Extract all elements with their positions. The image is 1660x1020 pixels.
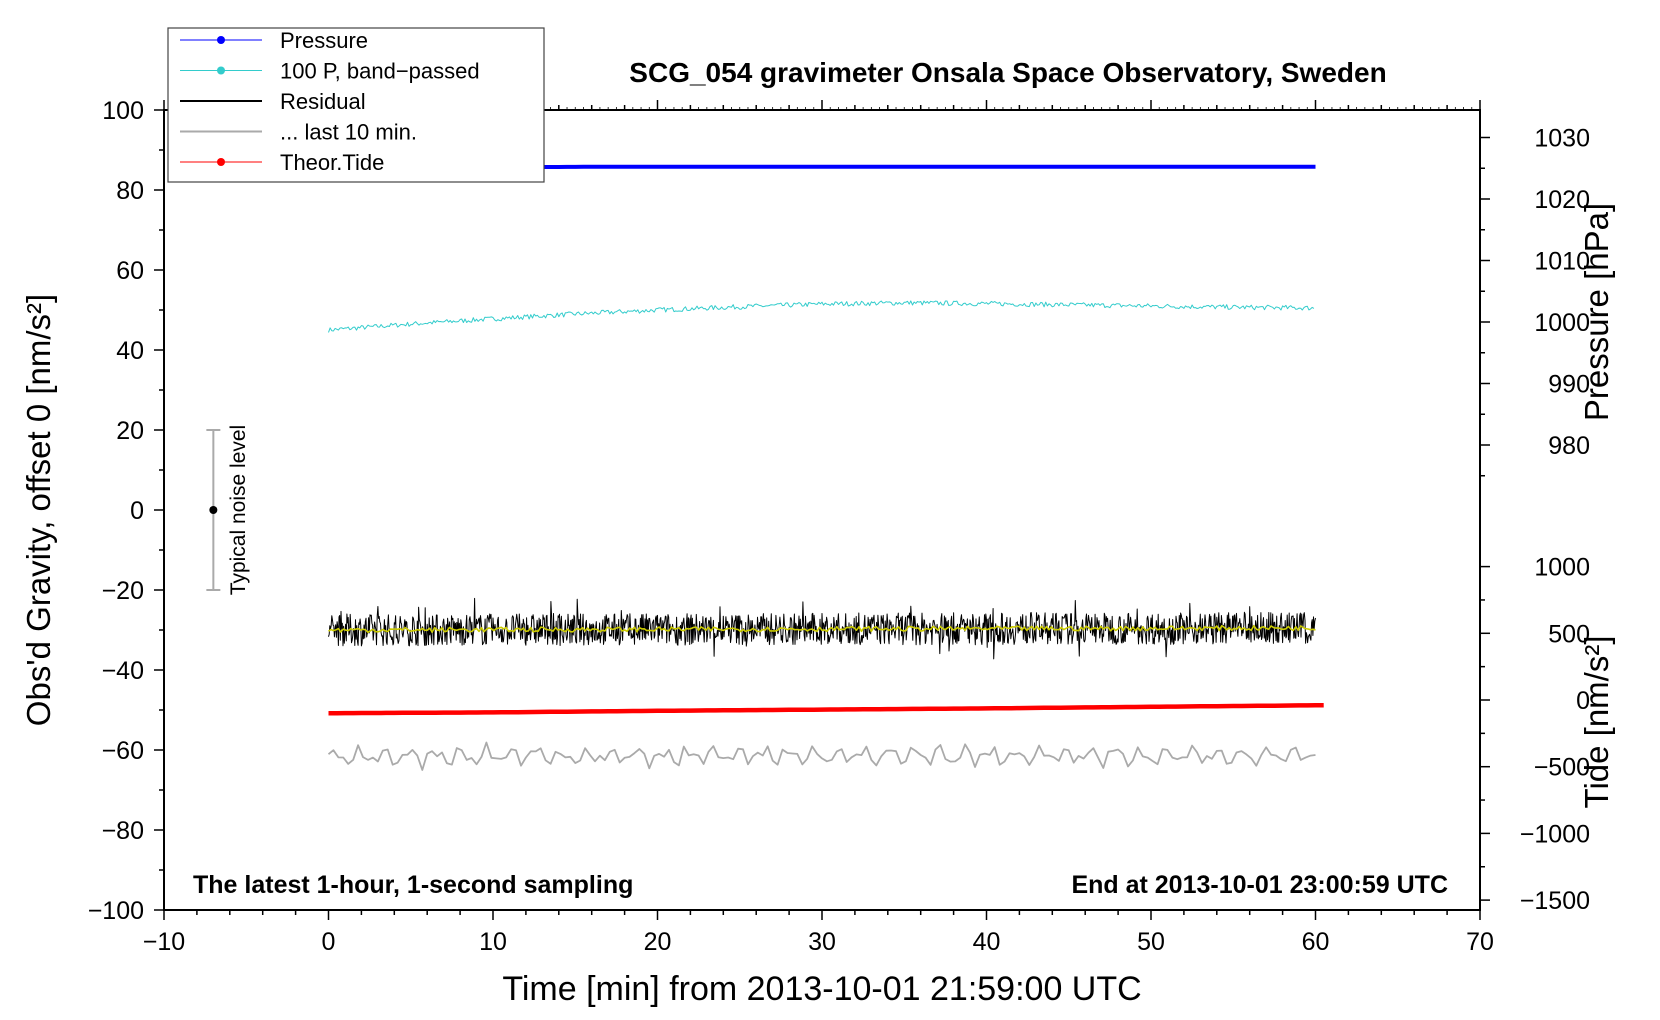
pressure-tick-label: 1000 <box>1534 309 1590 337</box>
series-100-p-band-passed <box>328 300 1315 333</box>
x-tick-label: 10 <box>479 928 507 956</box>
tide-tick-label: −1500 <box>1520 887 1590 915</box>
x-tick-label: 50 <box>1137 928 1165 956</box>
y-tick-label: 0 <box>130 497 144 525</box>
legend-label: Theor.Tide <box>280 150 384 175</box>
x-tick-label: 0 <box>322 928 336 956</box>
chart-title: SCG_054 gravimeter Onsala Space Observat… <box>629 57 1386 88</box>
legend-marker <box>217 66 225 75</box>
pressure-axis-label: Pressure [hPa] <box>1578 203 1615 421</box>
noise-bar-center <box>209 506 218 514</box>
legend: Pressure 100 P, band−passed Residual ... la… <box>167 27 545 183</box>
series-residual-smoothed <box>328 624 1316 634</box>
y-tick-label: −40 <box>102 657 144 685</box>
y-tick-label: −100 <box>88 897 144 925</box>
pressure-tick-label: 980 <box>1548 432 1590 460</box>
legend-label: Residual <box>280 89 366 114</box>
legend-marker <box>217 158 225 166</box>
y-tick-label: 100 <box>102 97 144 125</box>
x-axis-label: Time [min] from 2013-10-01 21:59:00 UTC <box>502 970 1141 1008</box>
legend-label: ... last 10 min. <box>280 120 417 145</box>
sampling-annotation: The latest 1-hour, 1-second sampling <box>193 871 633 899</box>
pressure-tick-label: 990 <box>1548 371 1590 399</box>
y-tick-label: −20 <box>102 577 144 605</box>
y-axis-left: 100 80 60 40 20 0 −20 −40 −60 −80 −100 <box>88 97 164 925</box>
y-tick-label: 60 <box>116 257 144 285</box>
legend-marker <box>217 36 225 44</box>
x-tick-label: −10 <box>143 928 185 956</box>
tide-axis-label: Tide [nm/s²] <box>1578 636 1615 809</box>
series-theor-tide <box>328 702 1324 716</box>
y-axis-right: 1030 1020 1010 1000 990 980 1000 500 0 −500 −1000 −… <box>1480 125 1590 915</box>
y-tick-label: 40 <box>116 337 144 365</box>
x-tick-label: 70 <box>1466 928 1494 956</box>
pressure-tick-label: 1010 <box>1534 248 1590 276</box>
tide-tick-label: −500 <box>1534 754 1590 782</box>
y-tick-label: 80 <box>116 177 144 205</box>
series-residual <box>328 597 1316 660</box>
pressure-tick-label: 1020 <box>1534 186 1590 214</box>
pressure-tick-label: 1030 <box>1534 125 1590 153</box>
tide-tick-label: −1000 <box>1520 820 1590 848</box>
y-tick-label: −60 <box>102 737 144 765</box>
noise-level-label: Typical noise level <box>227 425 250 595</box>
tide-tick-label: 0 <box>1576 687 1590 715</box>
legend-label: Pressure <box>280 28 368 53</box>
legend-label: 100 P, band−passed <box>280 59 480 84</box>
series-last-10-min <box>327 741 1316 771</box>
noise-level-bar <box>206 429 221 591</box>
x-tick-label: 30 <box>808 928 836 956</box>
end-time-annotation: End at 2013-10-01 23:00:59 UTC <box>1071 871 1448 899</box>
y-axis-left-label: Obs'd Gravity, offset 0 [nm/s²] <box>20 294 57 726</box>
tide-tick-label: 1000 <box>1534 554 1590 582</box>
x-tick-label: 40 <box>973 928 1001 956</box>
tide-tick-label: 500 <box>1548 620 1590 648</box>
y-tick-label: 20 <box>116 417 144 445</box>
y-tick-label: −80 <box>102 817 144 845</box>
legend-box <box>167 27 545 183</box>
x-tick-label: 20 <box>644 928 672 956</box>
x-tick-label: 60 <box>1302 928 1330 956</box>
